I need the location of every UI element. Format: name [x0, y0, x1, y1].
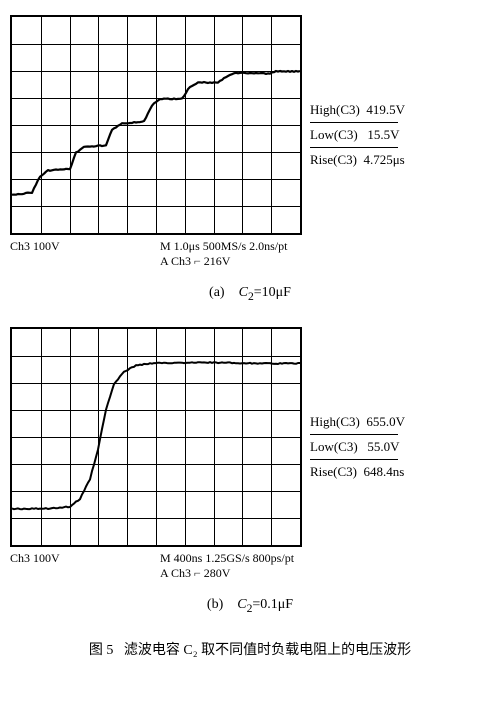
- meas-rise-value-b: 648.4ns: [363, 464, 404, 479]
- meas-rise-a: Rise(C3) 4.725μs: [310, 152, 405, 168]
- footer-timebase-b: M 400ns 1.25GS/s 800ps/pt: [160, 551, 490, 566]
- sub-caption-var-a: C: [239, 285, 248, 300]
- footer-channel-a: Ch3 100V: [10, 239, 160, 269]
- meas-low-a: Low(C3) 15.5V: [310, 127, 405, 143]
- meas-high-label-a: High(C3): [310, 102, 360, 117]
- meas-low-b: Low(C3) 55.0V: [310, 439, 405, 455]
- sub-caption-b: (b) C2=0.1μF: [10, 597, 490, 615]
- meas-divider: [310, 459, 398, 460]
- footer-a: Ch3 100V M 1.0μs 500MS/s 2.0ns/pt A Ch3 …: [10, 239, 490, 269]
- meas-rise-b: Rise(C3) 648.4ns: [310, 464, 405, 480]
- measurements-b: High(C3) 655.0V Low(C3) 55.0V Rise(C3) 6…: [310, 392, 405, 482]
- meas-low-value-b: 55.0V: [367, 439, 399, 454]
- sub-caption-prefix-a: (a): [209, 285, 225, 300]
- sub-caption-eq-a: =10μF: [254, 285, 291, 300]
- meas-divider: [310, 147, 398, 148]
- meas-high-label-b: High(C3): [310, 414, 360, 429]
- footer-right-b: M 400ns 1.25GS/s 800ps/pt A Ch3 ⌐ 280V: [160, 551, 490, 581]
- meas-high-b: High(C3) 655.0V: [310, 414, 405, 430]
- meas-low-label-a: Low(C3): [310, 127, 358, 142]
- footer-b: Ch3 100V M 400ns 1.25GS/s 800ps/pt A Ch3…: [10, 551, 490, 581]
- meas-divider: [310, 122, 398, 123]
- figure-caption: 图 5 滤波电容 C₂ 取不同值时负载电阻上的电压波形: [10, 639, 490, 659]
- scope-panel-a: High(C3) 419.5V Low(C3) 15.5V Rise(C3) 4…: [10, 15, 490, 235]
- meas-rise-label-a: Rise(C3): [310, 152, 357, 167]
- meas-rise-value-a: 4.725μs: [363, 152, 404, 167]
- meas-low-value-a: 15.5V: [367, 127, 399, 142]
- figure-caption-text: 滤波电容 C₂ 取不同值时负载电阻上的电压波形: [124, 643, 411, 658]
- footer-right-a: M 1.0μs 500MS/s 2.0ns/pt A Ch3 ⌐ 216V: [160, 239, 490, 269]
- footer-trigger-a: A Ch3 ⌐ 216V: [160, 254, 490, 269]
- sub-caption-eq-b: =0.1μF: [252, 597, 293, 612]
- sub-caption-a: (a) C2=10μF: [10, 285, 490, 303]
- footer-timebase-a: M 1.0μs 500MS/s 2.0ns/pt: [160, 239, 490, 254]
- measurements-a: High(C3) 419.5V Low(C3) 15.5V Rise(C3) 4…: [310, 80, 405, 170]
- footer-trigger-b: A Ch3 ⌐ 280V: [160, 566, 490, 581]
- meas-divider: [310, 434, 398, 435]
- figure-caption-prefix: 图 5: [89, 643, 114, 658]
- scope-grid-a: [10, 15, 302, 235]
- sub-caption-prefix-b: (b): [207, 597, 223, 612]
- meas-rise-label-b: Rise(C3): [310, 464, 357, 479]
- footer-channel-b: Ch3 100V: [10, 551, 160, 581]
- meas-low-label-b: Low(C3): [310, 439, 358, 454]
- meas-high-value-b: 655.0V: [366, 414, 405, 429]
- scope-grid-b: [10, 327, 302, 547]
- scope-panel-b: High(C3) 655.0V Low(C3) 55.0V Rise(C3) 6…: [10, 327, 490, 547]
- meas-high-a: High(C3) 419.5V: [310, 102, 405, 118]
- sub-caption-var-b: C: [237, 597, 246, 612]
- meas-high-value-a: 419.5V: [366, 102, 405, 117]
